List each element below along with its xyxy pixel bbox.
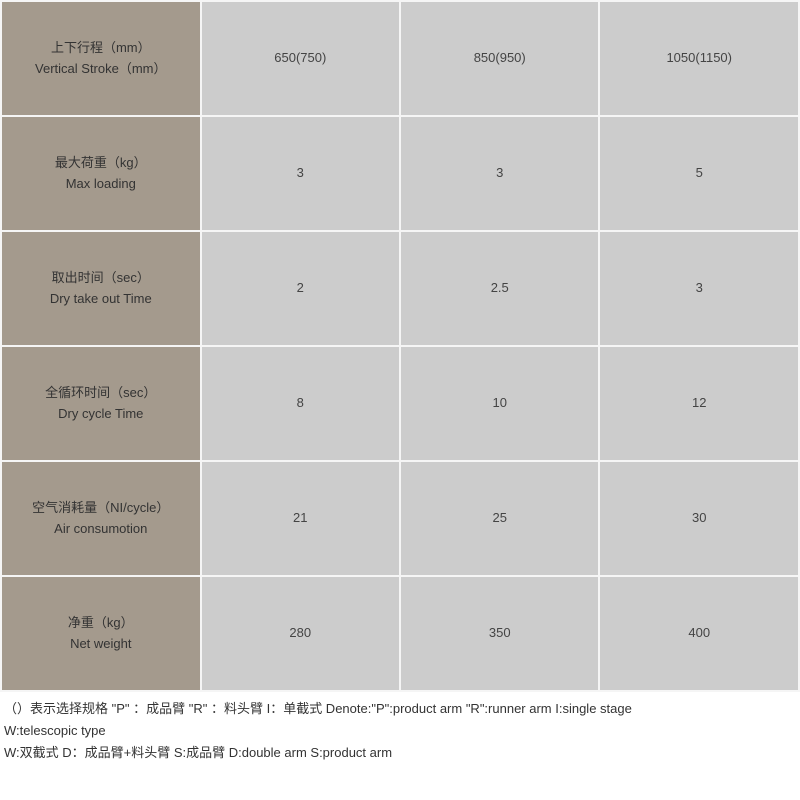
row-label: 取出时间（sec）Dry take out Time [1,231,201,346]
data-cell: 350 [400,576,599,691]
table-row: 最大荷重（kg）Max loading335 [1,116,799,231]
data-cell: 12 [599,346,799,461]
table-row: 取出时间（sec）Dry take out Time22.53 [1,231,799,346]
row-label: 净重（kg）Net weight [1,576,201,691]
footnotes: （）表示选择规格 "P" ：成品臂 "R" ：料头臂 I：单截式 Denote:… [0,692,800,770]
row-label-cn: 净重（kg） [2,613,200,634]
row-label-en: Net weight [2,634,200,655]
row-label-cn: 全循环时间（sec） [2,383,200,404]
row-label-cn: 取出时间（sec） [2,268,200,289]
row-label-en: Dry take out Time [2,289,200,310]
data-cell: 400 [599,576,799,691]
row-label-en: Air consumotion [2,519,200,540]
data-cell: 5 [599,116,799,231]
data-cell: 3 [599,231,799,346]
data-cell: 280 [201,576,400,691]
data-cell: 1050(1150) [599,1,799,116]
row-label-cn: 最大荷重（kg） [2,153,200,174]
data-cell: 30 [599,461,799,576]
row-label-en: Dry cycle Time [2,404,200,425]
data-cell: 650(750) [201,1,400,116]
table-row: 全循环时间（sec）Dry cycle Time81012 [1,346,799,461]
row-label: 最大荷重（kg）Max loading [1,116,201,231]
data-cell: 3 [400,116,599,231]
data-cell: 3 [201,116,400,231]
footnote-line-3: W:双截式 D：成品臂+料头臂 S:成品臂 D:double arm S:pro… [4,742,796,764]
table-row: 净重（kg）Net weight280350400 [1,576,799,691]
spec-table: 上下行程（mm）Vertical Stroke（mm）650(750)850(9… [0,0,800,692]
data-cell: 850(950) [400,1,599,116]
data-cell: 25 [400,461,599,576]
data-cell: 2 [201,231,400,346]
row-label-en: Max loading [2,174,200,195]
data-cell: 8 [201,346,400,461]
row-label: 空气消耗量（NI/cycle）Air consumotion [1,461,201,576]
row-label-en: Vertical Stroke（mm） [2,59,200,80]
row-label-cn: 上下行程（mm） [2,38,200,59]
row-label: 全循环时间（sec）Dry cycle Time [1,346,201,461]
table-row: 空气消耗量（NI/cycle）Air consumotion212530 [1,461,799,576]
footnote-line-2: W:telescopic type [4,720,796,742]
data-cell: 21 [201,461,400,576]
data-cell: 2.5 [400,231,599,346]
row-label-cn: 空气消耗量（NI/cycle） [2,498,200,519]
footnote-line-1: （）表示选择规格 "P" ：成品臂 "R" ：料头臂 I：单截式 Denote:… [4,698,796,720]
row-label: 上下行程（mm）Vertical Stroke（mm） [1,1,201,116]
table-row: 上下行程（mm）Vertical Stroke（mm）650(750)850(9… [1,1,799,116]
data-cell: 10 [400,346,599,461]
